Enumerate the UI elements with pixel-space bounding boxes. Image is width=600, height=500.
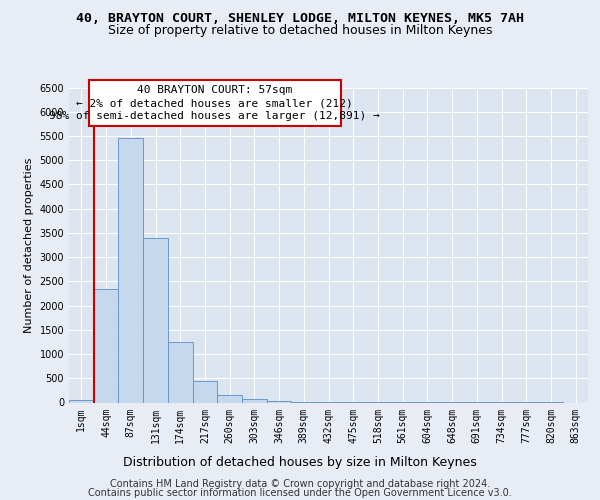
- Text: 40, BRAYTON COURT, SHENLEY LODGE, MILTON KEYNES, MK5 7AH: 40, BRAYTON COURT, SHENLEY LODGE, MILTON…: [76, 12, 524, 26]
- Bar: [94, 288, 118, 403]
- FancyBboxPatch shape: [89, 80, 341, 126]
- Text: Distribution of detached houses by size in Milton Keynes: Distribution of detached houses by size …: [123, 456, 477, 469]
- Bar: [267, 400, 292, 402]
- Bar: [242, 398, 267, 402]
- Text: Contains public sector information licensed under the Open Government Licence v3: Contains public sector information licen…: [88, 488, 512, 498]
- Text: 98% of semi-detached houses are larger (12,891) →: 98% of semi-detached houses are larger (…: [49, 111, 380, 121]
- Bar: [118, 138, 143, 402]
- Text: 40 BRAYTON COURT: 57sqm: 40 BRAYTON COURT: 57sqm: [137, 86, 292, 96]
- Bar: [143, 238, 168, 402]
- Bar: [193, 380, 217, 402]
- Bar: [217, 394, 242, 402]
- Text: ← 2% of detached houses are smaller (212): ← 2% of detached houses are smaller (212…: [76, 98, 353, 108]
- Y-axis label: Number of detached properties: Number of detached properties: [24, 158, 34, 332]
- Bar: [168, 342, 193, 402]
- Text: Contains HM Land Registry data © Crown copyright and database right 2024.: Contains HM Land Registry data © Crown c…: [110, 479, 490, 489]
- Bar: [69, 400, 94, 402]
- Text: Size of property relative to detached houses in Milton Keynes: Size of property relative to detached ho…: [108, 24, 492, 37]
